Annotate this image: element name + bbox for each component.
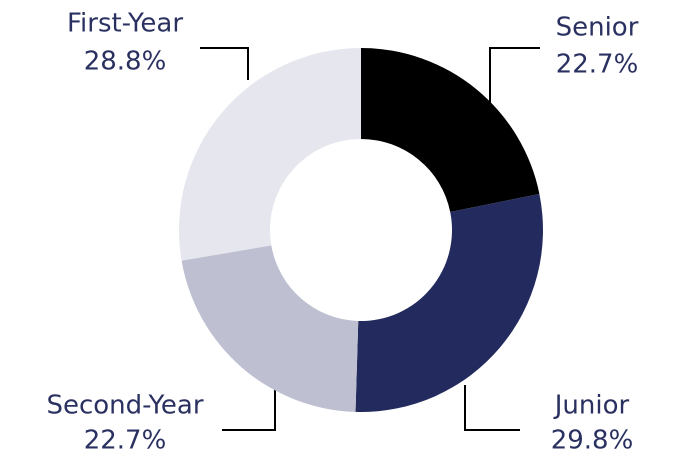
- leader-line: [464, 385, 520, 431]
- donut-slice: [178, 48, 361, 261]
- leader-line: [222, 385, 276, 431]
- donut-slice: [181, 245, 359, 412]
- slice-label: Junior: [553, 391, 630, 421]
- donut-slice: [361, 48, 540, 212]
- slice-value: 29.8%: [551, 426, 634, 456]
- slice-label: First-Year: [67, 9, 183, 39]
- leader-line: [200, 47, 249, 80]
- leader-line: [489, 47, 540, 108]
- slice-value: 22.7%: [556, 50, 639, 80]
- slice-label: Second-Year: [46, 391, 203, 421]
- slice-label: Senior: [556, 13, 639, 43]
- slice-value: 22.7%: [84, 426, 167, 456]
- slice-value: 28.8%: [84, 47, 167, 77]
- donut-slice: [355, 193, 543, 412]
